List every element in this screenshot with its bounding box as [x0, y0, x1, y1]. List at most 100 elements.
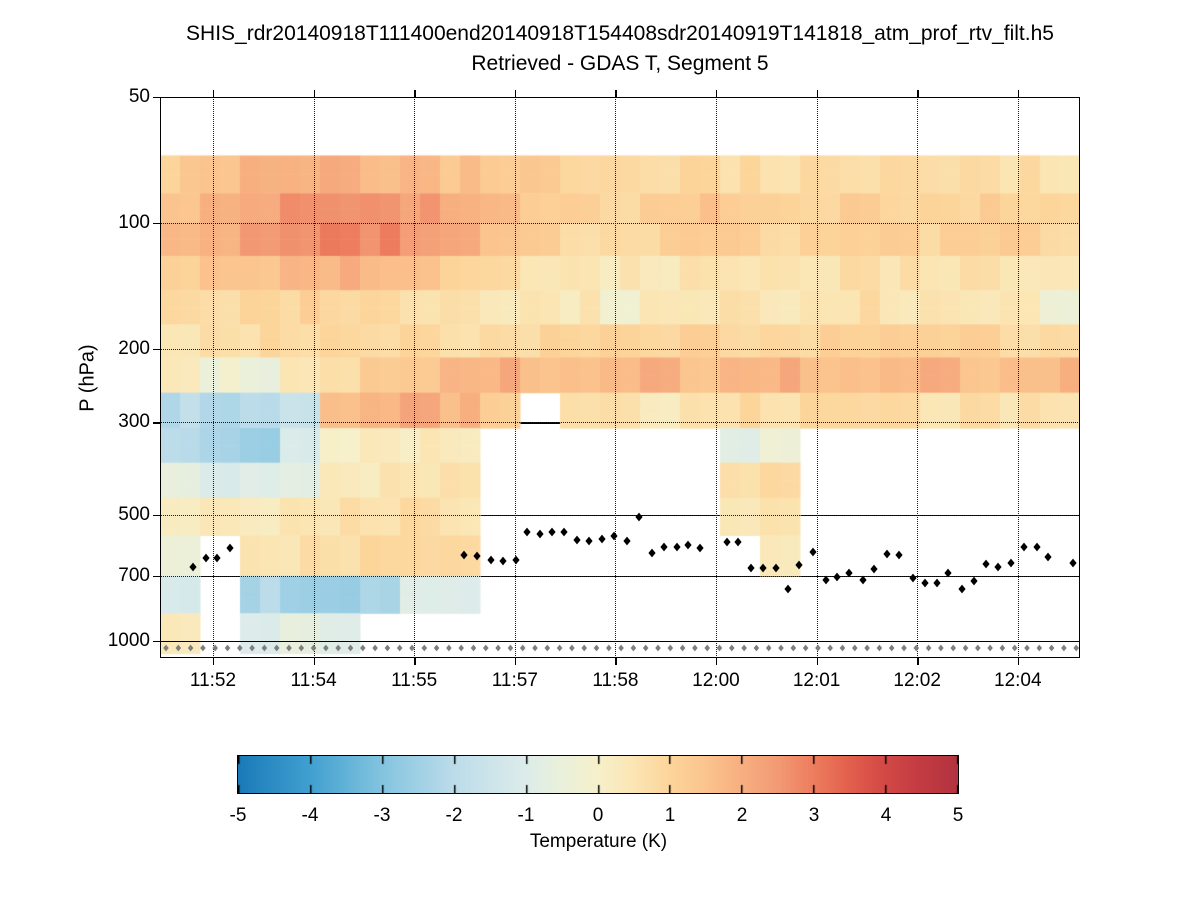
colorbar-tick-label: 2 [736, 805, 748, 826]
heatmap-canvas [160, 97, 1080, 658]
x-tick-mark [816, 90, 818, 97]
colorbar [237, 755, 959, 794]
cloud-pressure-dot [473, 551, 481, 561]
colorbar-tick-label: -4 [301, 805, 319, 826]
surface-dot [249, 644, 255, 652]
x-tick-mark [816, 658, 818, 665]
cloud-pressure-dot [673, 542, 681, 552]
cloud-pressure-dot [809, 547, 817, 557]
surface-dot [1024, 644, 1030, 652]
gridline-v-11-52 [212, 97, 214, 658]
cloud-pressure-dot [660, 542, 668, 552]
x-tick-label: 11:55 [391, 670, 438, 691]
cloud-pressure-dot [784, 584, 792, 594]
colorbar-tick-label: -3 [373, 805, 391, 826]
cloud-pressure-dot [499, 556, 507, 566]
surface-dot [237, 644, 243, 652]
y-tick-label: 700 [118, 564, 150, 586]
surface-dot [1073, 644, 1079, 652]
x-tick-label: 12:01 [792, 670, 841, 691]
surface-dot [532, 644, 538, 652]
surface-dot [163, 644, 169, 652]
y-tick-mark [153, 97, 160, 99]
surface-dot [409, 644, 415, 652]
cloud-pressure-dot [1007, 558, 1015, 568]
surface-dot [704, 644, 710, 652]
gridline-h-300hpa [160, 422, 1080, 424]
x-tick-mark [1017, 658, 1020, 665]
x-tick-label: 12:00 [692, 670, 740, 691]
cloud-pressure-dot [822, 575, 830, 585]
cloud-pressure-dot [723, 537, 731, 547]
cloud-pressure-dot [648, 548, 656, 558]
x-tick-mark [917, 658, 919, 665]
x-tick-label: 11:54 [290, 670, 337, 691]
surface-dot [753, 644, 760, 652]
gridline-v-11-57 [514, 97, 516, 658]
x-tick-mark [212, 658, 215, 665]
y-tick-mark [153, 222, 160, 225]
surface-dot [999, 644, 1006, 652]
cloud-pressure-dot [958, 584, 966, 594]
cloud-pressure-dot [610, 531, 618, 541]
gridline-v-12-00 [715, 97, 717, 658]
colorbar-tick-label: 5 [952, 805, 964, 826]
cloud-pressure-dot [213, 553, 221, 563]
y-tick-label: 1000 [107, 629, 150, 651]
colorbar-tick-label: 4 [880, 805, 892, 826]
surface-dot [716, 644, 723, 652]
gridline-v-12-01 [816, 97, 818, 658]
surface-dot [212, 644, 218, 652]
surface-dot [790, 644, 797, 652]
surface-dot [286, 644, 292, 652]
cloud-pressure-dot [859, 575, 867, 585]
cloud-pressure-dot [460, 550, 468, 560]
colorbar-tick-label: -2 [445, 805, 463, 826]
surface-dot [187, 644, 194, 652]
x-tick-label: 11:57 [491, 670, 538, 691]
cloud-pressure-dot [747, 563, 755, 573]
x-tick-mark [615, 90, 617, 97]
x-tick-label: 12:04 [994, 670, 1042, 691]
colorbar-label: Temperature (K) [529, 831, 668, 852]
surface-dot [581, 644, 587, 652]
cloud-pressure-dot [623, 536, 631, 546]
surface-dot [667, 644, 674, 652]
cloud-pressure-dot [598, 534, 606, 544]
y-tick-mark [153, 575, 160, 578]
x-tick-mark [615, 658, 617, 665]
surface-dot [483, 644, 489, 652]
surface-dot [679, 644, 686, 652]
colorbar-tick-label: -5 [229, 805, 247, 826]
cloud-pressure-dot [970, 576, 978, 586]
plot-title-filename: SHIS_rdr20140918T111400end20140918T15440… [186, 22, 1054, 45]
surface-dot [655, 644, 661, 652]
gridline-h-100hpa [160, 222, 1080, 224]
y-tick-label: 500 [118, 503, 150, 525]
gridline-v-11-55 [414, 97, 416, 658]
surface-dot [1061, 644, 1067, 652]
plot-subtitle: Retrieved - GDAS T, Segment 5 [471, 52, 769, 75]
colorbar-tick-label: 0 [592, 805, 604, 826]
surface-dot [224, 644, 231, 652]
cloud-pressure-dot [536, 529, 544, 539]
surface-dot [778, 644, 784, 652]
surface-dot [642, 644, 649, 652]
surface-dot [273, 644, 280, 652]
x-tick-mark [514, 658, 517, 665]
surface-dot [630, 644, 637, 652]
x-tick-label: 11:52 [189, 670, 237, 691]
x-tick-mark [917, 90, 919, 97]
cloud-pressure-dot [933, 578, 941, 588]
surface-dot [962, 644, 969, 652]
surface-dot [458, 644, 464, 652]
cloud-pressure-dot [696, 543, 704, 553]
surface-dot [396, 644, 403, 652]
y-tick-label: 200 [118, 337, 150, 359]
plot-area [160, 97, 1080, 658]
cloud-pressure-dot [921, 578, 929, 588]
surface-dot [446, 644, 452, 652]
surface-dot [1048, 644, 1055, 652]
surface-dot [421, 644, 428, 652]
